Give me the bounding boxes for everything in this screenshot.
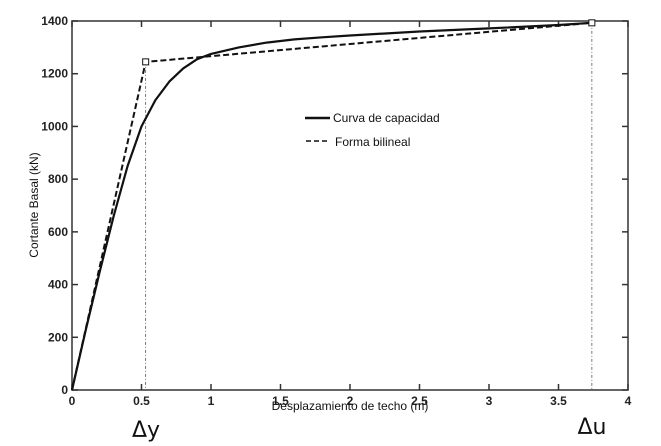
bilinear-form-line xyxy=(71,21,592,391)
y-axis-label: Cortante Basal (kN) xyxy=(27,152,41,257)
x-tick-label: 4 xyxy=(625,394,632,408)
y-tick-label: 600 xyxy=(48,225,68,239)
y-tick-label: 1200 xyxy=(41,67,68,81)
guide-lines xyxy=(145,22,593,390)
x-tick-label: 2.5 xyxy=(411,394,428,408)
point-markers xyxy=(142,19,596,66)
plot-border xyxy=(71,20,629,391)
delta-y-label: Δy xyxy=(132,418,160,443)
yield-point-marker xyxy=(142,58,150,66)
legend: Curva de capacidad Forma bilineal xyxy=(305,111,440,149)
legend-item-capacity-curve: Curva de capacidad xyxy=(333,111,440,125)
y-tick-label: 400 xyxy=(48,278,68,292)
x-tick-label: 0.5 xyxy=(133,394,150,408)
x-tick-label: 1.5 xyxy=(272,394,289,408)
x-tick-label: 3 xyxy=(486,394,493,408)
y-tick-label: 200 xyxy=(48,330,68,344)
x-tick-label: 1 xyxy=(208,394,215,408)
y-tick-label: 0 xyxy=(61,383,68,397)
x-tick-label: 3.5 xyxy=(550,394,567,408)
x-axis-label: Desplazamiento de techo (m) xyxy=(272,399,429,413)
y-tick-label: 800 xyxy=(48,172,68,186)
y-tick-label: 1400 xyxy=(41,14,68,28)
x-tick-label: 2 xyxy=(347,394,354,408)
plot-frame xyxy=(71,20,629,391)
axis-ticks: 0 0.5 1 1.5 2 2.5 3 3.5 4 0 200 400 600 800 1000 1200 14… xyxy=(41,14,631,408)
legend-item-bilinear: Forma bilineal xyxy=(335,135,410,149)
capacity-curve-line xyxy=(70,21,592,391)
ultimate-point-marker xyxy=(588,19,596,27)
y-tick-label: 1000 xyxy=(41,119,68,133)
delta-u-label: Δu xyxy=(578,415,607,440)
x-tick-label: 0 xyxy=(69,394,76,408)
data-series xyxy=(70,21,592,391)
